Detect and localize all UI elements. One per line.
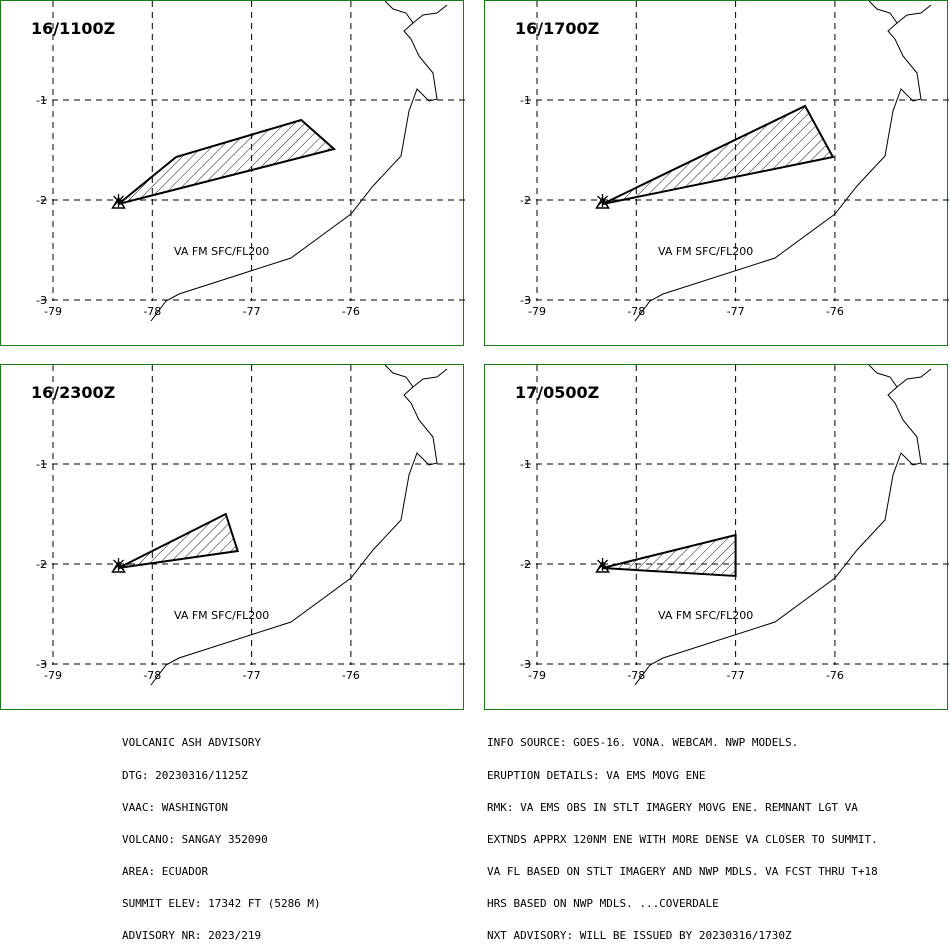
advisory-info-right: INFO SOURCE: GOES-16. VONA. WEBCAM. NWP … <box>487 717 878 952</box>
latitude-tick-label: -1 <box>520 94 531 107</box>
va-level-label: VA FM SFC/FL200 <box>174 245 269 258</box>
coastline <box>412 4 448 24</box>
ash-cloud-polygon <box>602 104 835 205</box>
eruption-symbol-icon <box>113 558 124 571</box>
map-panel-2: -79 -78 -77 -76 -1 -2 -3 VA FM SFC/FL200 16/170… <box>484 0 949 346</box>
coastline <box>150 365 438 686</box>
volcano-icon <box>111 560 126 573</box>
advisory-line: VOLCANO: SANGAY 352090 <box>122 832 268 846</box>
advisory-line: ERUPTION DETAILS: VA EMS MOVG ENE <box>487 768 706 782</box>
longitude-tick-label: -78 <box>143 669 161 682</box>
ash-cloud-polygon <box>118 512 240 569</box>
latitude-tick-label: -2 <box>36 194 47 207</box>
advisory-line: SUMMIT ELEV: 17342 FT (5286 M) <box>122 896 321 910</box>
advisory-line: AREA: ECUADOR <box>122 864 209 878</box>
longitude-tick-label: -78 <box>627 669 645 682</box>
advisory-line: DTG: 20230316/1125Z <box>122 768 248 782</box>
panel-time-title: 17/0500Z <box>515 383 600 402</box>
advisory-line: EXTNDS APPRX 120NM ENE WITH MORE DENSE V… <box>487 832 878 846</box>
eruption-symbol-icon <box>597 194 608 207</box>
longitude-tick-label: -79 <box>528 305 546 318</box>
longitude-tick-label: -79 <box>528 669 546 682</box>
latitude-tick-label: -2 <box>520 558 531 571</box>
latitude-tick-label: -2 <box>520 194 531 207</box>
longitude-tick-label: -77 <box>243 669 261 682</box>
latitude-tick-label: -3 <box>520 658 531 671</box>
longitude-tick-label: -76 <box>342 669 360 682</box>
latitude-tick-label: -3 <box>520 294 531 307</box>
longitude-tick-label: -78 <box>143 305 161 318</box>
volcano-icon <box>595 196 610 209</box>
longitude-tick-label: -76 <box>826 669 844 682</box>
advisory-line: HRS BASED ON NWP MDLS. ...COVERDALE <box>487 896 719 910</box>
map-panel-4: -79 -78 -77 -76 -1 -2 -3 VA FM SFC/FL200 17/050… <box>484 364 949 710</box>
advisory-line: RMK: VA EMS OBS IN STLT IMAGERY MOVG ENE… <box>487 800 858 814</box>
advisory-line: NXT ADVISORY: WILL BE ISSUED BY 20230316… <box>487 929 792 943</box>
longitude-tick-label: -79 <box>44 669 62 682</box>
latitude-tick-label: -3 <box>36 294 47 307</box>
advisory-line: VA FL BASED ON STLT IMAGERY AND NWP MDLS… <box>487 864 878 878</box>
longitude-tick-label: -78 <box>627 305 645 318</box>
map-svg-1: -79 -78 -77 -76 -1 -2 -3 VA FM SFC/FL200 <box>36 1 465 322</box>
ash-cloud-polygon <box>117 118 337 205</box>
va-level-label: VA FM SFC/FL200 <box>174 609 269 622</box>
longitude-tick-label: -79 <box>44 305 62 318</box>
map-svg-2: -79 -78 -77 -76 -1 -2 -3 VA FM SFC/FL200 <box>520 1 949 322</box>
map-panel-1: -79 -78 -77 -76 -1 -2 -3 VA FM SFC/FL200 16/110… <box>0 0 465 346</box>
latitude-tick-label: -1 <box>36 94 47 107</box>
coastline <box>896 368 932 388</box>
map-svg-3: -79 -78 -77 -76 -1 -2 -3 VA FM SFC/FL200 <box>36 365 465 686</box>
longitude-tick-label: -77 <box>727 669 745 682</box>
advisory-line: VOLCANIC ASH ADVISORY <box>122 736 262 750</box>
advisory-line: VAAC: WASHINGTON <box>122 800 228 814</box>
latitude-tick-label: -2 <box>36 558 47 571</box>
longitude-tick-label: -76 <box>826 305 844 318</box>
panel-time-title: 16/1100Z <box>31 19 116 38</box>
volcano-icon <box>111 196 126 209</box>
volcano-icon <box>595 560 610 573</box>
map-panel-3: -79 -78 -77 -76 -1 -2 -3 VA FM SFC/FL200 16/230… <box>0 364 465 710</box>
map-svg-4: -79 -78 -77 -76 -1 -2 -3 VA FM SFC/FL200 <box>520 365 949 686</box>
latitude-tick-label: -1 <box>520 458 531 471</box>
eruption-symbol-icon <box>597 558 608 571</box>
advisory-line: ADVISORY NR: 2023/219 <box>122 929 262 943</box>
coastline <box>896 4 932 24</box>
longitude-tick-label: -76 <box>342 305 360 318</box>
va-level-label: VA FM SFC/FL200 <box>658 245 753 258</box>
eruption-symbol-icon <box>113 194 124 207</box>
ash-cloud-polygon <box>602 533 737 578</box>
va-level-label: VA FM SFC/FL200 <box>658 609 753 622</box>
panel-time-title: 16/2300Z <box>31 383 116 402</box>
coastline <box>412 368 448 388</box>
latitude-tick-label: -1 <box>36 458 47 471</box>
longitude-tick-label: -77 <box>243 305 261 318</box>
advisory-info-left: VOLCANIC ASH ADVISORY DTG: 20230316/1125… <box>122 717 321 952</box>
longitude-tick-label: -77 <box>727 305 745 318</box>
advisory-line: INFO SOURCE: GOES-16. VONA. WEBCAM. NWP … <box>487 736 799 750</box>
panel-time-title: 16/1700Z <box>515 19 600 38</box>
coastline <box>634 365 922 686</box>
latitude-tick-label: -3 <box>36 658 47 671</box>
